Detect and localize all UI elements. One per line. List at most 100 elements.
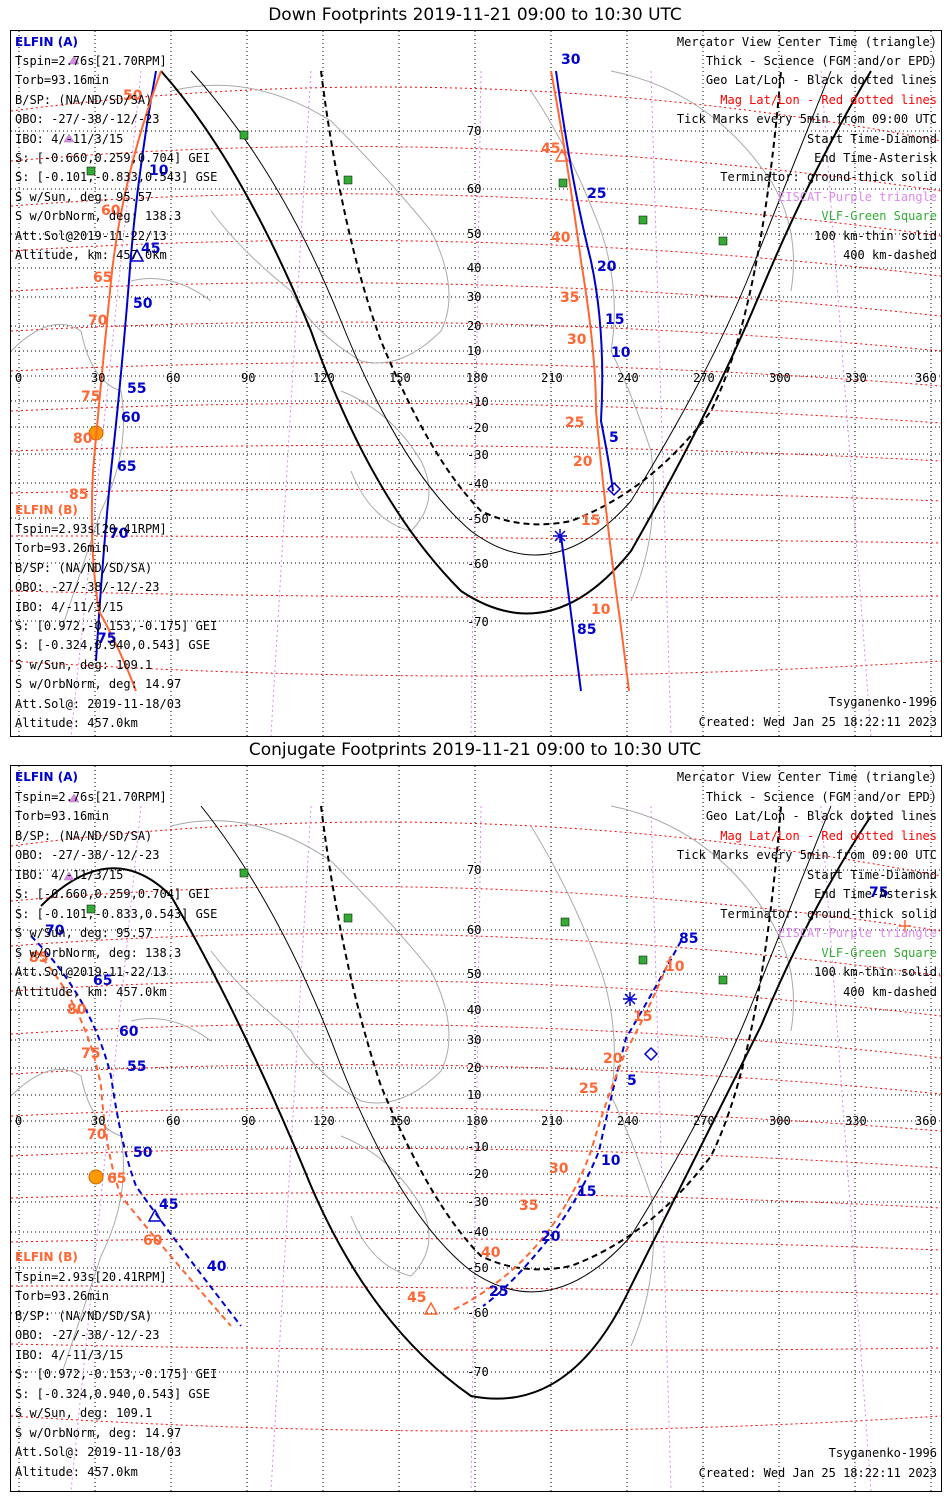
elfin-a-info: IBO: 4/-11/3/15 [15,868,124,882]
lat-tick: -30 [467,448,489,462]
lon-tick: 30 [91,1114,106,1128]
lat-tick: 10 [467,344,482,358]
elfin-a-tick: 15 [605,312,625,328]
elfin-a-tick: 85 [679,931,699,947]
elfin-a-info: S w/OrbNorm, deg: 138.3 [15,209,182,223]
geo-grid-lat [11,130,941,622]
elfin-b-west-conj-track [35,950,232,1327]
elfin-b-west-tick: 70 [88,313,108,329]
lon-tick: 180 [466,371,488,385]
lon-tick: 0 [15,1114,23,1128]
elfin-a-info: Tspin=2.76s[21.70RPM] [15,790,167,804]
elfin-a-tick: 15 [577,1184,597,1200]
elfin-b-tick: 40 [551,230,571,246]
elfin-a-info: S: [-0.660,0.259,0.704] GEI [15,887,211,901]
lon-tick: 360 [915,371,937,385]
elfin-b-west-tick: 80 [67,1002,87,1018]
lat-tick: -50 [467,512,489,526]
elfin-b-tick: 15 [581,513,601,529]
elfin-a-west-tick: 65 [93,973,113,989]
elfin-a-info: S: [-0.101,-0.833,0.543] GSE [15,907,218,921]
elfin-a-center-triangle [147,1208,163,1222]
lat-tick: -70 [467,1365,489,1379]
elfin-b-west-tick: 85 [69,487,89,503]
elfin-a-tick: 10 [601,1153,621,1169]
elfin-a-conj-track [482,940,682,1307]
elfin-a-label: ELFIN (A) [15,770,78,784]
elfin-b-west-tick: 65 [107,1171,127,1187]
eiscat-markers [63,55,80,143]
elfin-b-info: Altitude: 457.0km [15,1465,138,1479]
legend-item: End Time-Asterisk [814,151,937,165]
terminator-100km [190,70,832,556]
lon-tick: 210 [541,1114,563,1128]
elfin-a-west-tick: 40 [207,1259,227,1275]
created-label: Created: Wed Jan 25 18:22:11 2023 [698,715,937,729]
elfin-b-info: Torb=93.26min [15,541,109,555]
legend-item: Thick - Science (FGM and/or EPD) [705,790,937,804]
elfin-b-tick: 45 [407,1290,427,1306]
elfin-b-info: OBO: -27/-38/-12/-23 [15,580,160,594]
elfin-b-info: Tspin=2.93s[20.41RPM] [15,522,167,536]
elfin-a-tick: 85 [577,622,597,638]
panel-title-down: Down Footprints 2019-11-21 09:00 to 10:3… [268,5,682,25]
legend-item: Start Time-Diamond [806,132,937,146]
lat-tick: 60 [467,923,482,937]
lon-tick: 120 [313,371,335,385]
lat-tick: 60 [467,182,482,196]
elfin-a-start-diamond [606,481,622,497]
lat-tick: 20 [467,319,482,333]
elfin-a-west-tick: 60 [119,1024,139,1040]
elfin-b-tick: 20 [573,454,593,470]
elfin-a-south-track [560,535,582,692]
sun-marker [88,1169,104,1185]
elfin-a-west-track [95,70,157,662]
elfin-b-tick: 25 [565,415,585,431]
legend-item: Geo Lat/Lon - Black dotted lines [705,809,937,823]
elfin-a-west-tick: 50 [133,1145,153,1161]
lon-tick: 300 [769,1114,791,1128]
elfin-b-info: S: [-0.324,0.940,0.543] GSE [15,1387,211,1401]
conjugate-footprints-map: 0 30 60 90 120 150 180 210 240 270 300 3… [10,765,942,1492]
elfin-a-down-track [555,70,614,492]
lon-tick: 360 [915,1114,937,1128]
elfin-a-west-tick: 70 [109,526,129,542]
terminator-400km [320,70,782,526]
legend-item: Geo Lat/Lon - Black dotted lines [705,73,937,87]
elfin-b-conj-track [450,955,672,1312]
elfin-b-tick: 30 [549,1161,569,1177]
elfin-a-info: Torb=93.16min [15,73,109,87]
elfin-b-info: S: [-0.324,0.940,0.543] GSE [15,638,211,652]
lat-tick: 20 [467,1061,482,1075]
legend-item: Thick - Science (FGM and/or EPD) [705,54,937,68]
elfin-a-info: Att.Sol@2019-11-22/13 [15,229,167,243]
elfin-a-info: S w/Sun, deg: 95.57 [15,190,153,204]
elfin-a-info: S: [-0.660,0.259,0.704] GEI [15,151,211,165]
elfin-a-info: OBO: -27/-38/-12/-23 [15,848,160,862]
legend-item: VLF-Green Square [821,209,937,223]
elfin-a-info: B/SP: (NA/ND/SD/SA) [15,93,153,107]
elfin-b-info: S w/Sun, deg: 109.1 [15,658,153,672]
elfin-b-info: Altitude: 457.0km [15,716,138,730]
elfin-b-west-tick: 75 [81,389,101,405]
elfin-b-center-triangle [554,148,570,162]
model-label: Tsyganenko-1996 [828,1446,937,1460]
elfin-a-tick: 30 [561,52,581,68]
legend-item: Tick Marks every 5min from 09:00 UTC [676,848,937,862]
elfin-a-end-asterisk [623,992,637,1006]
legend-item: Mercator View Center Time (triangle) [676,770,937,784]
elfin-b-down-track [550,70,630,692]
lat-tick: 40 [467,261,482,275]
legend-item: Mercator View Center Time (triangle) [676,35,937,49]
mag-grid [11,821,941,1432]
lon-tick: 240 [617,371,639,385]
elfin-b-west-tick: 60 [143,1233,163,1249]
lon-tick: 180 [466,1114,488,1128]
elfin-a-west-tick: 10 [149,163,169,179]
geo-grid-lon [18,766,932,1491]
elfin-b-info: S: [0.972,-0.153,-0.175] GEI [15,619,218,633]
panel-title-conjugate: Conjugate Footprints 2019-11-21 09:00 to… [248,740,702,760]
legend-item: EISCAT-Purple triangle [778,926,937,940]
legend-item: 100 km-thin solid [814,229,937,243]
elfin-a-info: IBO: 4/-11/3/15 [15,132,124,146]
